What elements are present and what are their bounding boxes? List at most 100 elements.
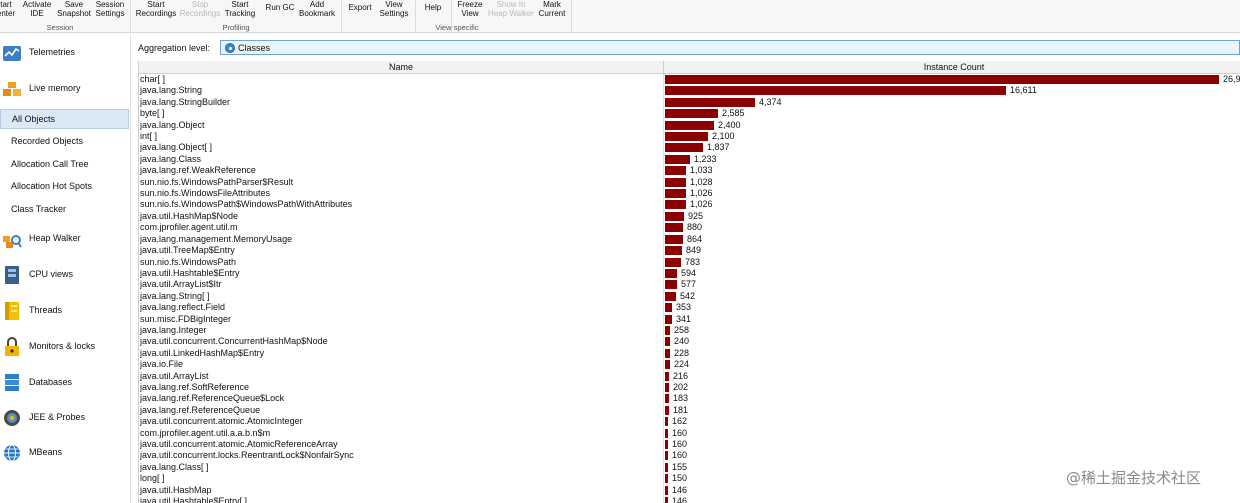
table-row[interactable]: long[ ] 150 [139,473,1240,484]
table-row[interactable]: java.lang.Class 1,233 [139,154,1240,165]
instance-count-bar [665,303,672,313]
instance-count-value: 1,026 [690,199,713,210]
table-row[interactable]: java.lang.management.MemoryUsage 864 [139,234,1240,245]
instance-count-bar [665,211,684,221]
table-row[interactable]: sun.nio.fs.WindowsPath$WindowsPathWithAt… [139,199,1240,210]
class-name-cell: sun.nio.fs.WindowsPath [140,256,237,267]
table-row[interactable]: java.util.concurrent.atomic.AtomicIntege… [139,416,1240,427]
class-name-cell: java.util.Hashtable$Entry[ ] [140,496,248,503]
table-row[interactable]: sun.misc.FDBigInteger 341 [139,314,1240,325]
sidebar-item-heap-walker[interactable]: Heap Walker [0,223,130,257]
session-settings-button[interactable]: Session Settings [94,0,126,18]
table-row[interactable]: java.util.ArrayList 216 [139,371,1240,382]
sidebar-subitem-all-objects[interactable]: All Objects [0,109,129,129]
run-gc-button[interactable]: Run GC [264,3,296,12]
instance-count-value: 240 [674,336,690,347]
table-row[interactable]: java.lang.Object[ ] 1,837 [139,142,1240,153]
table-row[interactable]: java.io.File 224 [139,359,1240,370]
class-name-cell: java.util.LinkedHashMap$Entry [140,347,265,358]
activate-ide-button[interactable]: Activate IDE [21,0,53,18]
table-row[interactable]: java.lang.Object 2,400 [139,120,1240,131]
table-row[interactable]: java.util.TreeMap$Entry 849 [139,245,1240,256]
column-header-name[interactable]: Name [139,61,664,74]
table-row[interactable]: java.lang.StringBuilder 4,374 [139,97,1240,108]
export-line1: Export [348,3,372,12]
instance-count-bar [665,382,669,392]
instance-count-value: 4,374 [759,96,782,107]
mark-current-button[interactable]: Mark Current [537,0,567,18]
sidebar-subitem-allocation-hot-spots[interactable]: Allocation Hot Spots [0,177,129,197]
table-row[interactable]: byte[ ] 2,585 [139,108,1240,119]
export-button[interactable]: Export [345,3,375,12]
start-tracking-button[interactable]: Start Tracking [223,0,257,18]
sidebar-item-databases[interactable]: Databases [0,367,130,401]
table-row[interactable]: char[ ] 26,9 [139,74,1240,85]
table-row[interactable]: java.util.LinkedHashMap$Entry 228 [139,348,1240,359]
table-row[interactable]: java.util.HashMap 146 [139,485,1240,496]
aggregation-level-select[interactable]: Classes [220,40,1240,55]
instance-count-value: 542 [680,290,696,301]
sidebar: Telemetries Live memory All Objects Reco… [0,34,131,503]
run-gc-line1: Run GC [265,3,295,12]
instance-count-value: 783 [685,256,701,267]
sidebar-item-cpu-views[interactable]: CPU views [0,259,130,293]
instance-count-bar [665,417,668,427]
table-row[interactable]: com.jprofiler.agent.util.m 880 [139,222,1240,233]
table-row[interactable]: sun.nio.fs.WindowsFileAttributes 1,026 [139,188,1240,199]
table-row[interactable]: java.lang.Class[ ] 155 [139,462,1240,473]
stop-recordings-button[interactable]: Stop Recordings [179,0,221,18]
instance-count-value: 155 [672,461,688,472]
instance-count-value: 183 [673,393,689,404]
sidebar-item-telemetries[interactable]: Telemetries [0,37,130,71]
toolbar-separator [451,0,452,32]
sidebar-item-label: Databases [29,377,73,387]
table-row[interactable]: java.util.concurrent.atomic.AtomicRefere… [139,439,1240,450]
sidebar-item-mbeans[interactable]: MBeans [0,437,130,471]
table-row[interactable]: java.util.Hashtable$Entry 594 [139,268,1240,279]
sidebar-item-threads[interactable]: Threads [0,295,130,329]
class-name-cell: sun.misc.FDBigInteger [140,313,232,324]
table-row[interactable]: java.lang.ref.SoftReference 202 [139,382,1240,393]
table-row[interactable]: java.lang.Integer 258 [139,325,1240,336]
table-row[interactable]: java.lang.String 16,611 [139,85,1240,96]
table-row[interactable]: java.lang.ref.WeakReference 1,033 [139,165,1240,176]
table-row[interactable]: java.lang.String[ ] 542 [139,291,1240,302]
column-header-instance-count[interactable]: Instance Count [664,61,1240,74]
sidebar-item-monitors-locks[interactable]: Monitors & locks [0,331,130,365]
table-row[interactable]: com.jprofiler.agent.util.a.a.b.n$m 160 [139,428,1240,439]
cpu-views-icon [5,266,19,284]
show-in-heap-walker-button[interactable]: Show In Heap Walker [487,0,535,18]
table-row[interactable]: java.lang.ref.ReferenceQueue 181 [139,405,1240,416]
table-row[interactable]: java.util.Hashtable$Entry[ ] 146 [139,496,1240,503]
view-settings-button[interactable]: View Settings [377,0,411,18]
start-recordings-button[interactable]: Start Recordings [135,0,177,18]
instance-count-bar [665,200,686,210]
sidebar-item-label: MBeans [29,447,63,457]
table-row[interactable]: java.util.concurrent.locks.ReentrantLock… [139,450,1240,461]
table-row[interactable]: sun.nio.fs.WindowsPathParser$Result 1,028 [139,177,1240,188]
table-row[interactable]: sun.nio.fs.WindowsPath 783 [139,257,1240,268]
table-row[interactable]: int[ ] 2,100 [139,131,1240,142]
class-name-cell: byte[ ] [140,108,165,119]
freeze-view-button[interactable]: Freeze View [455,0,485,18]
session-settings-line2: Settings [95,9,125,18]
table-row[interactable]: java.util.HashMap$Node 925 [139,211,1240,222]
instance-count-bar [665,223,683,233]
sidebar-subitem-allocation-call-tree[interactable]: Allocation Call Tree [0,155,129,175]
sidebar-item-live-memory[interactable]: Live memory [0,73,130,107]
instance-count-value: 2,100 [712,131,735,142]
table-row[interactable]: java.lang.ref.ReferenceQueue$Lock 183 [139,393,1240,404]
class-name-cell: java.lang.ref.WeakReference [140,165,256,176]
sidebar-item-jee-probes[interactable]: JEE & Probes [0,402,130,436]
table-row[interactable]: java.lang.reflect.Field 353 [139,302,1240,313]
save-snapshot-button[interactable]: Save Snapshot [56,0,92,18]
sidebar-subitem-class-tracker[interactable]: Class Tracker [0,200,129,220]
instance-count-bar [665,234,683,244]
instance-count-value: 925 [688,210,704,221]
table-row[interactable]: java.util.concurrent.ConcurrentHashMap$N… [139,336,1240,347]
table-row[interactable]: java.util.ArrayList$Itr 577 [139,279,1240,290]
sidebar-subitem-recorded-objects[interactable]: Recorded Objects [0,132,129,152]
add-bookmark-button[interactable]: Add Bookmark [298,0,336,18]
start-center-button[interactable]: tartenter [0,0,16,18]
help-button[interactable]: Help [420,3,446,12]
